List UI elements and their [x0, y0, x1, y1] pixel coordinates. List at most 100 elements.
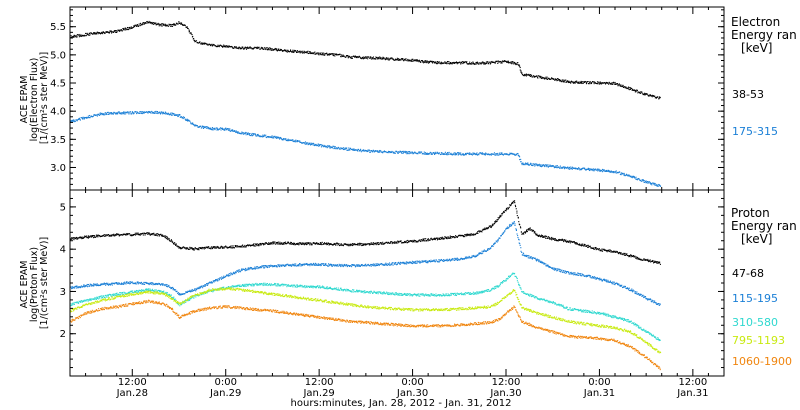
data-point: [464, 236, 466, 238]
data-point: [110, 284, 112, 286]
data-point: [488, 153, 490, 155]
data-point: [493, 152, 496, 154]
data-point: [492, 61, 494, 63]
data-point: [483, 62, 485, 64]
data-point: [332, 145, 334, 147]
data-point: [118, 111, 120, 113]
data-point: [491, 60, 493, 63]
data-point: [518, 155, 520, 157]
data-point: [566, 81, 568, 83]
data-point: [121, 234, 123, 236]
data-point: [166, 236, 168, 238]
data-point: [335, 264, 337, 266]
data-point: [123, 111, 125, 113]
data-point: [395, 241, 397, 243]
data-point: [120, 29, 122, 31]
data-point: [190, 33, 192, 35]
data-point: [438, 261, 440, 263]
data-point: [438, 238, 440, 240]
data-point: [134, 26, 136, 28]
data-point: [405, 261, 407, 263]
data-point: [494, 154, 496, 156]
data-point: [460, 61, 463, 64]
data-point: [294, 50, 296, 53]
data-point: [382, 152, 384, 154]
data-point: [104, 283, 106, 285]
data-point: [399, 151, 402, 153]
data-point: [225, 129, 227, 131]
data-point: [323, 242, 326, 244]
data-point: [399, 150, 401, 152]
data-point: [111, 32, 113, 34]
data-point: [490, 245, 493, 247]
data-point: [476, 61, 478, 63]
y-tick-label: 3.0: [50, 163, 66, 174]
data-point: [422, 261, 424, 263]
data-point: [411, 59, 413, 61]
data-point: [71, 35, 73, 38]
data-point: [654, 182, 656, 184]
data-point: [517, 64, 520, 66]
data-point: [449, 236, 451, 238]
data-point: [380, 57, 382, 59]
data-point: [574, 82, 576, 84]
data-point: [580, 244, 582, 246]
data-point: [107, 282, 109, 284]
data-point: [255, 245, 257, 247]
data-point: [135, 282, 137, 284]
data-point: [306, 52, 308, 54]
data-point: [213, 44, 215, 46]
data-point: [487, 227, 490, 229]
data-point: [85, 285, 88, 287]
data-point: [407, 261, 409, 263]
data-point: [228, 273, 230, 275]
data-point: [386, 58, 388, 60]
data-point: [206, 247, 208, 249]
data-point: [653, 260, 655, 262]
data-point: [313, 242, 315, 244]
data-point: [77, 286, 79, 288]
data-point: [262, 243, 264, 245]
data-point: [385, 263, 387, 265]
data-point: [239, 47, 242, 49]
data-point: [166, 24, 168, 26]
data-point: [237, 131, 240, 133]
data-point: [547, 237, 549, 239]
data-point: [654, 260, 656, 262]
data-point: [483, 63, 485, 65]
data-point: [536, 165, 539, 167]
data-point: [352, 148, 354, 150]
data-point: [180, 23, 182, 25]
data-point: [285, 241, 287, 243]
data-point: [521, 72, 523, 74]
data-point: [196, 248, 198, 250]
data-point: [189, 290, 191, 292]
data-point: [254, 46, 256, 49]
data-point: [650, 261, 652, 263]
data-point: [446, 260, 448, 262]
data-point: [95, 236, 97, 238]
data-point: [158, 23, 160, 25]
data-point: [406, 150, 408, 153]
data-point: [283, 241, 285, 244]
data-point: [382, 243, 384, 245]
data-point: [113, 112, 116, 114]
data-point: [328, 244, 330, 246]
data-point: [342, 148, 345, 151]
data-point: [173, 113, 175, 115]
data-point: [487, 248, 489, 250]
electron-legend-entry-38-53: 38-53: [732, 88, 764, 101]
data-point: [510, 204, 512, 206]
data-point: [540, 166, 543, 168]
data-point: [81, 285, 83, 287]
data-point: [179, 247, 181, 249]
data-point: [372, 150, 375, 152]
data-point: [519, 69, 521, 71]
data-point: [279, 138, 281, 140]
data-point: [115, 234, 117, 236]
data-point: [474, 153, 476, 155]
data-point: [117, 111, 119, 113]
data-point: [624, 252, 626, 254]
data-point: [467, 233, 469, 235]
data-point: [202, 127, 205, 129]
